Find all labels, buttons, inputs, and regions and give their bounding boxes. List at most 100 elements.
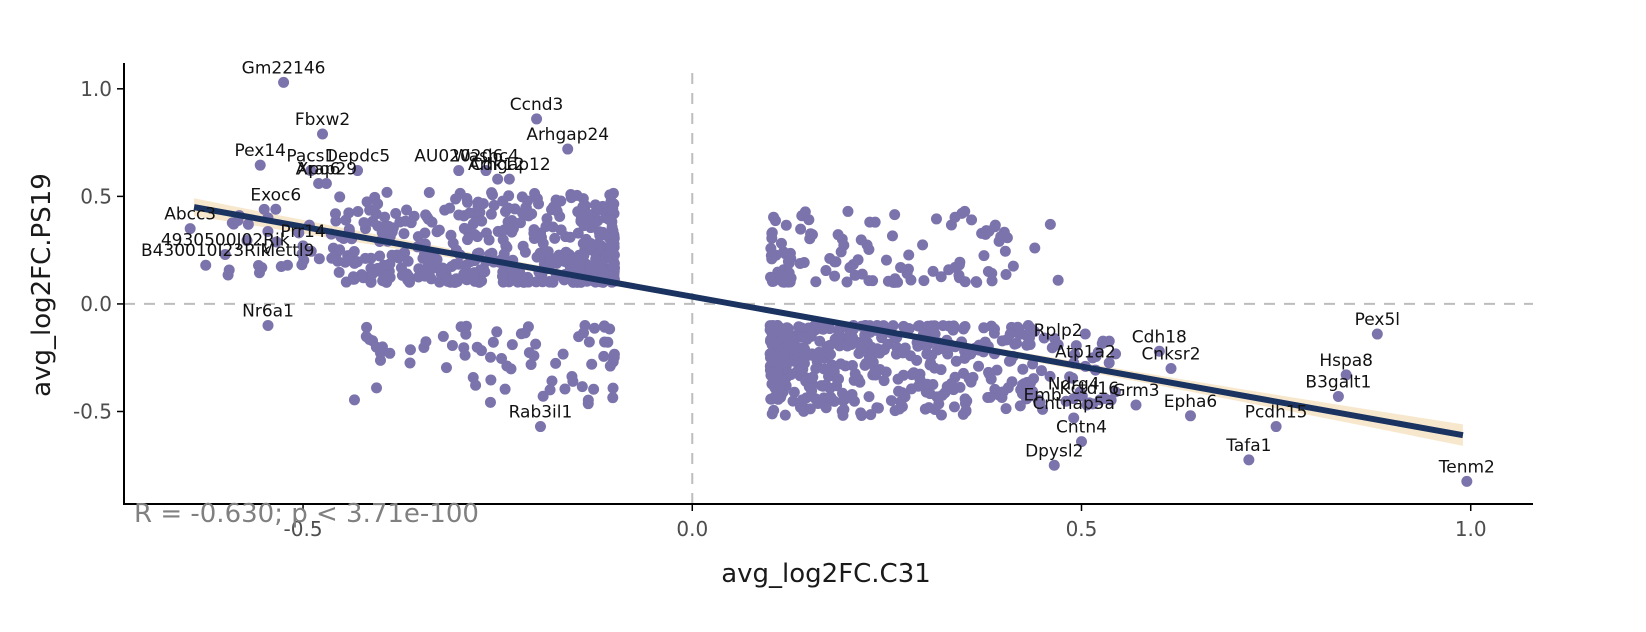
- data-point: [578, 250, 590, 262]
- data-point: [848, 395, 860, 407]
- data-point: [1001, 232, 1013, 244]
- data-point: [600, 253, 612, 265]
- data-point: [420, 336, 432, 348]
- labeled-point: [305, 165, 317, 177]
- data-point: [903, 249, 915, 261]
- axes-layer: -0.5 0.0 0.5 1.0 -0.5 0.0 0.5 1.0: [73, 63, 1533, 541]
- data-point: [361, 321, 373, 333]
- data-point: [360, 331, 372, 343]
- data-point: [485, 351, 497, 363]
- data-point: [305, 245, 317, 257]
- data-point: [1110, 348, 1122, 360]
- data-point: [334, 244, 346, 256]
- data-point: [1103, 357, 1115, 369]
- data-point: [381, 186, 393, 198]
- data-point: [1070, 340, 1082, 352]
- data-point: [528, 350, 540, 362]
- data-point: [348, 246, 360, 258]
- labeled-point: [1461, 475, 1473, 487]
- y-tick-label: 0.5: [80, 184, 112, 208]
- data-point: [1000, 268, 1012, 280]
- data-point: [546, 375, 558, 387]
- data-point: [578, 220, 590, 232]
- data-point: [485, 208, 497, 220]
- x-tick-label: 0.0: [676, 517, 708, 541]
- data-point: [824, 348, 836, 360]
- data-point: [462, 234, 474, 246]
- data-point: [424, 264, 436, 276]
- data-point: [799, 206, 811, 218]
- data-point: [458, 222, 470, 234]
- data-point: [937, 320, 949, 332]
- data-point: [841, 340, 853, 352]
- data-point: [855, 407, 867, 419]
- data-point: [471, 341, 483, 353]
- data-point: [491, 326, 503, 338]
- data-point: [766, 253, 778, 265]
- data-point: [537, 276, 549, 288]
- data-point: [770, 390, 782, 402]
- data-point: [1014, 400, 1026, 412]
- data-point: [1105, 394, 1117, 406]
- gene-label: AU020206: [414, 147, 503, 167]
- data-point: [986, 267, 998, 279]
- data-point: [803, 349, 815, 361]
- gene-label: Mettl9: [260, 241, 314, 261]
- data-point: [855, 234, 867, 246]
- labeled-point: [313, 177, 325, 189]
- data-point: [859, 329, 871, 341]
- labeled-point: [453, 165, 465, 177]
- data-point: [444, 202, 456, 214]
- data-point: [222, 269, 234, 281]
- data-point: [559, 383, 571, 395]
- data-point: [549, 232, 561, 244]
- data-point: [984, 391, 996, 403]
- data-point: [765, 271, 777, 283]
- data-point: [487, 336, 499, 348]
- gene-label: Pcdh15: [1245, 403, 1308, 423]
- data-point: [376, 341, 388, 353]
- zero-reference-lines: [124, 73, 1533, 504]
- data-point: [795, 322, 807, 334]
- data-point: [468, 267, 480, 279]
- data-point: [577, 201, 589, 213]
- data-point: [824, 252, 836, 264]
- data-point: [379, 211, 391, 223]
- labeled-point: [1075, 436, 1087, 448]
- labeled-point: [562, 143, 574, 155]
- data-point: [605, 239, 617, 251]
- data-point: [262, 225, 274, 237]
- data-point: [849, 368, 861, 380]
- labeled-point: [1243, 454, 1255, 466]
- data-point: [967, 371, 979, 383]
- data-point: [530, 338, 542, 350]
- data-point: [854, 376, 866, 388]
- data-point: [453, 258, 465, 270]
- data-point: [529, 187, 541, 199]
- data-point: [537, 390, 549, 402]
- data-point: [390, 208, 402, 220]
- data-point: [924, 359, 936, 371]
- data-point: [528, 227, 540, 239]
- data-point: [999, 245, 1011, 257]
- gene-label: Grm3: [1112, 381, 1159, 401]
- data-point: [828, 366, 840, 378]
- data-point: [578, 327, 590, 339]
- data-point: [820, 402, 832, 414]
- data-point: [258, 203, 270, 215]
- gene-label: 4930500J02Rik: [161, 230, 290, 250]
- data-point: [572, 227, 584, 239]
- data-point: [485, 374, 497, 386]
- data-point: [954, 256, 966, 268]
- data-point: [583, 336, 595, 348]
- labeled-point: [352, 165, 364, 177]
- data-point: [959, 320, 971, 332]
- data-point: [590, 205, 602, 217]
- data-point: [917, 239, 929, 251]
- data-point: [809, 393, 821, 405]
- data-point: [371, 382, 383, 394]
- data-point: [329, 208, 341, 220]
- data-point: [607, 392, 619, 404]
- data-point: [959, 352, 971, 364]
- data-point: [835, 246, 847, 258]
